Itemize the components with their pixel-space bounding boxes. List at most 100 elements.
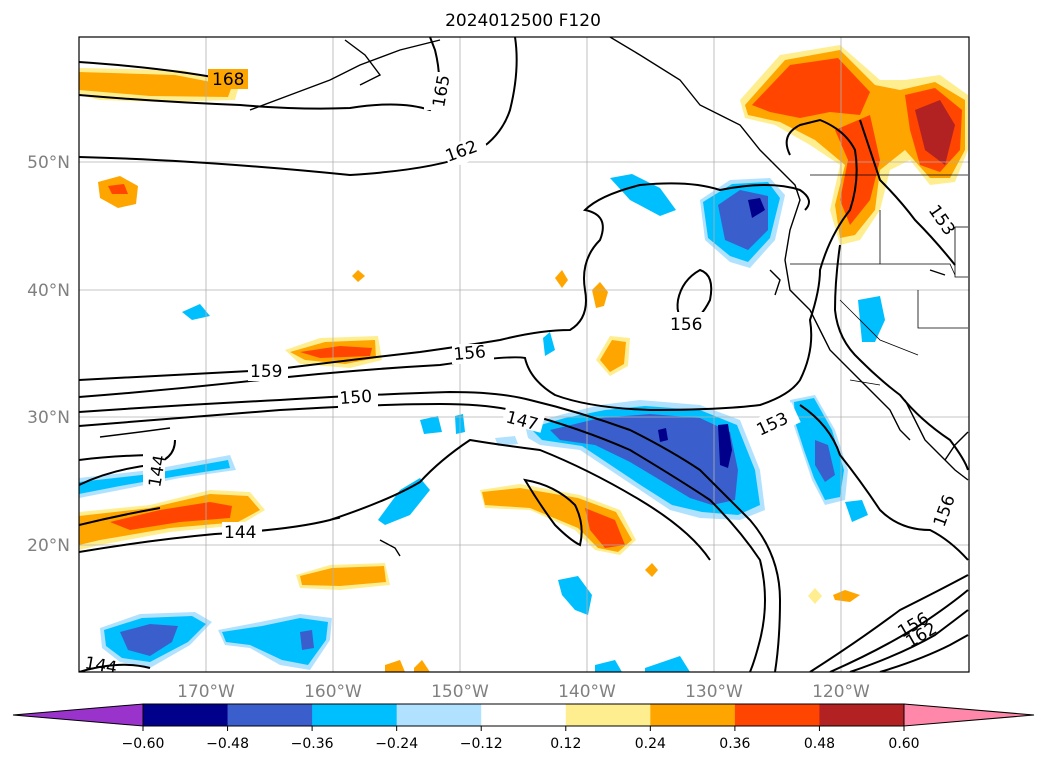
contour-line [79, 118, 858, 412]
negative-anomaly-region [858, 296, 885, 342]
contour-line [79, 438, 711, 561]
negative-anomaly-region [558, 576, 592, 615]
positive-anomaly-region [300, 566, 386, 586]
contour-line [79, 507, 161, 526]
lat-label: 40°N [27, 281, 70, 301]
contour-line [799, 404, 969, 561]
contour-label: 159 [250, 362, 282, 382]
positive-anomaly-region [300, 346, 372, 358]
contour-label: 144 [224, 523, 256, 543]
contour-label: 156 [670, 315, 702, 335]
positive-anomaly-region [110, 502, 232, 530]
colorbar-extend-high [903, 703, 1035, 727]
negative-anomaly-region [120, 624, 178, 656]
lon-label: 130°W [685, 682, 743, 702]
colorbar-segment [481, 704, 567, 726]
contour-line [79, 182, 810, 381]
colorbar-segment [565, 704, 651, 726]
colorbar-tick-label: 0.48 [804, 736, 835, 752]
positive-anomaly-region [482, 488, 632, 552]
negative-anomaly-region [420, 416, 442, 434]
lon-label: 140°W [558, 682, 616, 702]
positive-anomaly-region [385, 660, 405, 672]
colorbar-segment [396, 704, 482, 726]
negative-anomaly-region [658, 428, 668, 442]
contour-line [859, 119, 956, 266]
colorbar-extend-low [12, 703, 144, 727]
coastlines [99, 37, 969, 557]
latitude-labels: 50°N 40°N 30°N 20°N [27, 153, 70, 556]
contour-line [79, 454, 151, 461]
contour-line [809, 574, 969, 672]
map-title: 2024012500 F120 [445, 11, 601, 31]
negative-anomaly-region [645, 656, 690, 672]
contour-label: 156 [453, 342, 487, 365]
contour-label: 168 [212, 70, 244, 90]
positive-anomaly-region [79, 72, 232, 97]
positive-anomaly-region [752, 58, 870, 118]
contour-line [879, 634, 969, 672]
positive-anomaly-region [414, 660, 430, 672]
contour-line [849, 609, 969, 672]
anomaly-fill-layer [79, 45, 968, 672]
colorbar-tick-label: −0.24 [375, 736, 418, 752]
colorbar-tick-label: 0.12 [550, 736, 581, 752]
colorbar-tick-label: −0.60 [122, 736, 165, 752]
colorbar-segment [819, 704, 905, 726]
positive-anomaly-region [585, 508, 625, 548]
lon-label: 150°W [431, 682, 489, 702]
colorbar-tick-label: 0.36 [719, 736, 750, 752]
positive-anomaly-region [352, 270, 365, 282]
lat-label: 30°N [27, 408, 70, 428]
contour-line [523, 478, 583, 547]
negative-anomaly-region [595, 660, 622, 672]
colorbar-segment [312, 704, 398, 726]
colorbar-segment [650, 704, 736, 726]
positive-anomaly-region [108, 184, 128, 194]
negative-anomaly-region [845, 500, 868, 522]
negative-anomaly-region [222, 618, 328, 665]
lat-label: 50°N [27, 153, 70, 173]
negative-anomaly-region [815, 440, 835, 482]
colorbar-segment [227, 704, 313, 726]
colorbar-tick-label: 0.24 [635, 736, 666, 752]
lon-label: 160°W [304, 682, 362, 702]
lon-label: 120°W [812, 682, 870, 702]
colorbar-tick-label: −0.12 [460, 736, 503, 752]
negative-anomaly-region [543, 332, 555, 356]
contour-line [79, 390, 782, 672]
positive-anomaly-region [915, 100, 955, 165]
negative-anomaly-region [378, 478, 430, 525]
positive-anomaly-region [645, 563, 658, 577]
negative-anomaly-region [748, 198, 765, 218]
contour-line [79, 37, 518, 177]
positive-anomaly-region [808, 588, 822, 604]
contour-line [79, 663, 151, 672]
positive-anomaly-region [555, 270, 568, 288]
contour-line [833, 244, 969, 471]
negative-anomaly-region [610, 174, 676, 216]
negative-anomaly-region [300, 630, 314, 650]
colorbar-frame [142, 703, 905, 727]
colorbar-tick-label: −0.48 [206, 736, 249, 752]
colorbar: −0.60 −0.48 −0.36 −0.24 −0.12 0.12 0.24 0.36 0.4… [12, 703, 1035, 752]
colorbar-segment [143, 704, 229, 726]
colorbar-tick-label: 0.60 [888, 736, 919, 752]
positive-anomaly-region [600, 340, 626, 372]
map-content: 168 165 162 159 156 150 147 144 144 144 … [79, 37, 969, 678]
colorbar-tick-label: −0.36 [291, 736, 334, 752]
contour-line [829, 589, 969, 672]
lon-label: 170°W [177, 682, 235, 702]
negative-anomaly-region [718, 424, 732, 468]
contour-label: 144 [83, 653, 118, 678]
contour-line [79, 402, 766, 672]
negative-anomaly-region [182, 304, 210, 320]
longitude-labels: 170°W 160°W 150°W 140°W 130°W 120°W [177, 682, 870, 702]
political-borders [790, 174, 968, 386]
map-frame [78, 36, 970, 673]
colorbar-segment [734, 704, 820, 726]
positive-anomaly-region [592, 282, 608, 308]
positive-anomaly-region [833, 590, 860, 602]
contour-label: 150 [339, 387, 373, 409]
